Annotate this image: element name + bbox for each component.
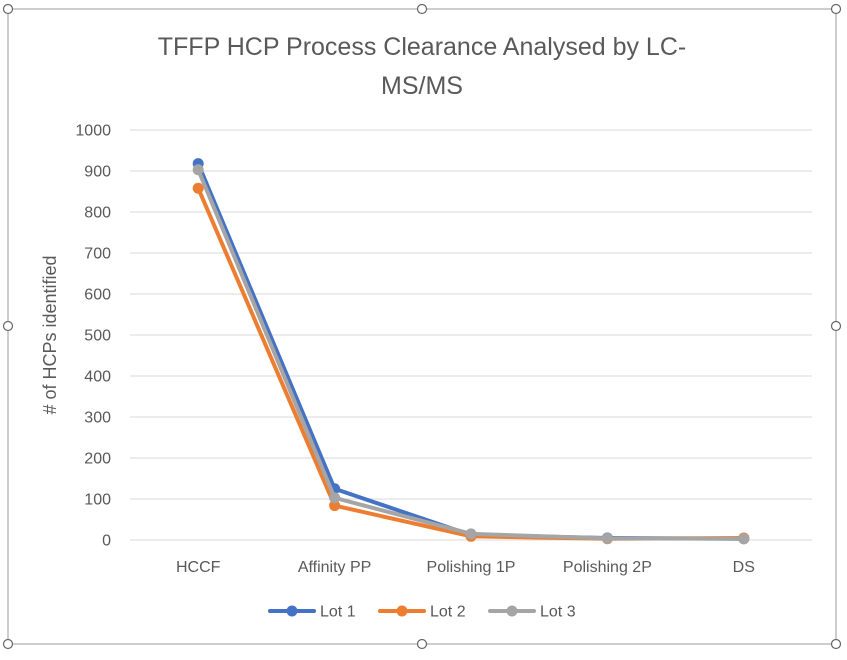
y-tick-label: 400 bbox=[84, 369, 111, 386]
data-point[interactable] bbox=[601, 532, 613, 544]
data-point[interactable] bbox=[738, 533, 750, 545]
y-tick-label: 600 bbox=[84, 287, 111, 304]
legend-label: Lot 3 bbox=[540, 604, 576, 621]
legend: Lot 1 Lot 2 Lot 3 bbox=[268, 604, 576, 621]
y-tick-label: 300 bbox=[84, 410, 111, 427]
x-axis-ticks: HCCF Affinity PP Polishing 1P Polishing 2P D… bbox=[176, 559, 755, 576]
chart-title-line-1: TFFP HCP Process Clearance Analysed by L… bbox=[158, 33, 686, 61]
resize-handle-bottom-right[interactable] bbox=[830, 638, 842, 650]
y-tick-label: 100 bbox=[84, 492, 111, 509]
series-layer bbox=[192, 158, 750, 545]
resize-handle-bottom-center[interactable] bbox=[416, 638, 428, 650]
chart-frame bbox=[7, 8, 837, 645]
selection-handles[interactable] bbox=[2, 3, 842, 650]
y-tick-label: 700 bbox=[84, 246, 111, 263]
y-tick-label: 800 bbox=[84, 205, 111, 222]
y-tick-label: 0 bbox=[102, 533, 111, 550]
legend-label: Lot 2 bbox=[430, 604, 466, 621]
resize-handle-top-center[interactable] bbox=[416, 3, 428, 15]
data-point[interactable] bbox=[329, 492, 341, 504]
x-tick-label: Polishing 2P bbox=[563, 559, 652, 576]
legend-swatch-marker bbox=[286, 605, 298, 617]
series-lot-3[interactable] bbox=[192, 164, 750, 545]
x-tick-label: Polishing 1P bbox=[427, 559, 516, 576]
y-tick-label: 1000 bbox=[75, 123, 111, 140]
y-axis-ticks: 0 100 200 300 400 500 600 700 800 900 1000 bbox=[75, 123, 111, 550]
resize-handle-top-right[interactable] bbox=[830, 3, 842, 15]
y-tick-label: 200 bbox=[84, 451, 111, 468]
x-tick-label: HCCF bbox=[176, 559, 221, 576]
data-point[interactable] bbox=[329, 500, 341, 512]
y-tick-label: 500 bbox=[84, 328, 111, 345]
y-axis-label: # of HCPs identified bbox=[40, 255, 60, 414]
legend-entry[interactable]: Lot 1 bbox=[268, 604, 356, 621]
legend-entry[interactable]: Lot 3 bbox=[488, 604, 576, 621]
chart-title-line-2: MS/MS bbox=[381, 72, 463, 100]
legend-entry[interactable]: Lot 2 bbox=[378, 604, 466, 621]
legend-swatch-marker bbox=[506, 605, 518, 617]
data-point[interactable] bbox=[192, 182, 204, 194]
legend-swatch-marker bbox=[396, 605, 408, 617]
x-tick-label: Affinity PP bbox=[298, 559, 372, 576]
y-tick-label: 900 bbox=[84, 164, 111, 181]
resize-handle-bottom-left[interactable] bbox=[2, 638, 14, 650]
data-point[interactable] bbox=[192, 164, 204, 176]
resize-handle-top-left[interactable] bbox=[2, 3, 14, 15]
x-tick-label: DS bbox=[733, 559, 755, 576]
data-point[interactable] bbox=[465, 528, 477, 540]
resize-handle-middle-left[interactable] bbox=[2, 320, 14, 332]
legend-label: Lot 1 bbox=[320, 604, 356, 621]
resize-handle-middle-right[interactable] bbox=[830, 320, 842, 332]
